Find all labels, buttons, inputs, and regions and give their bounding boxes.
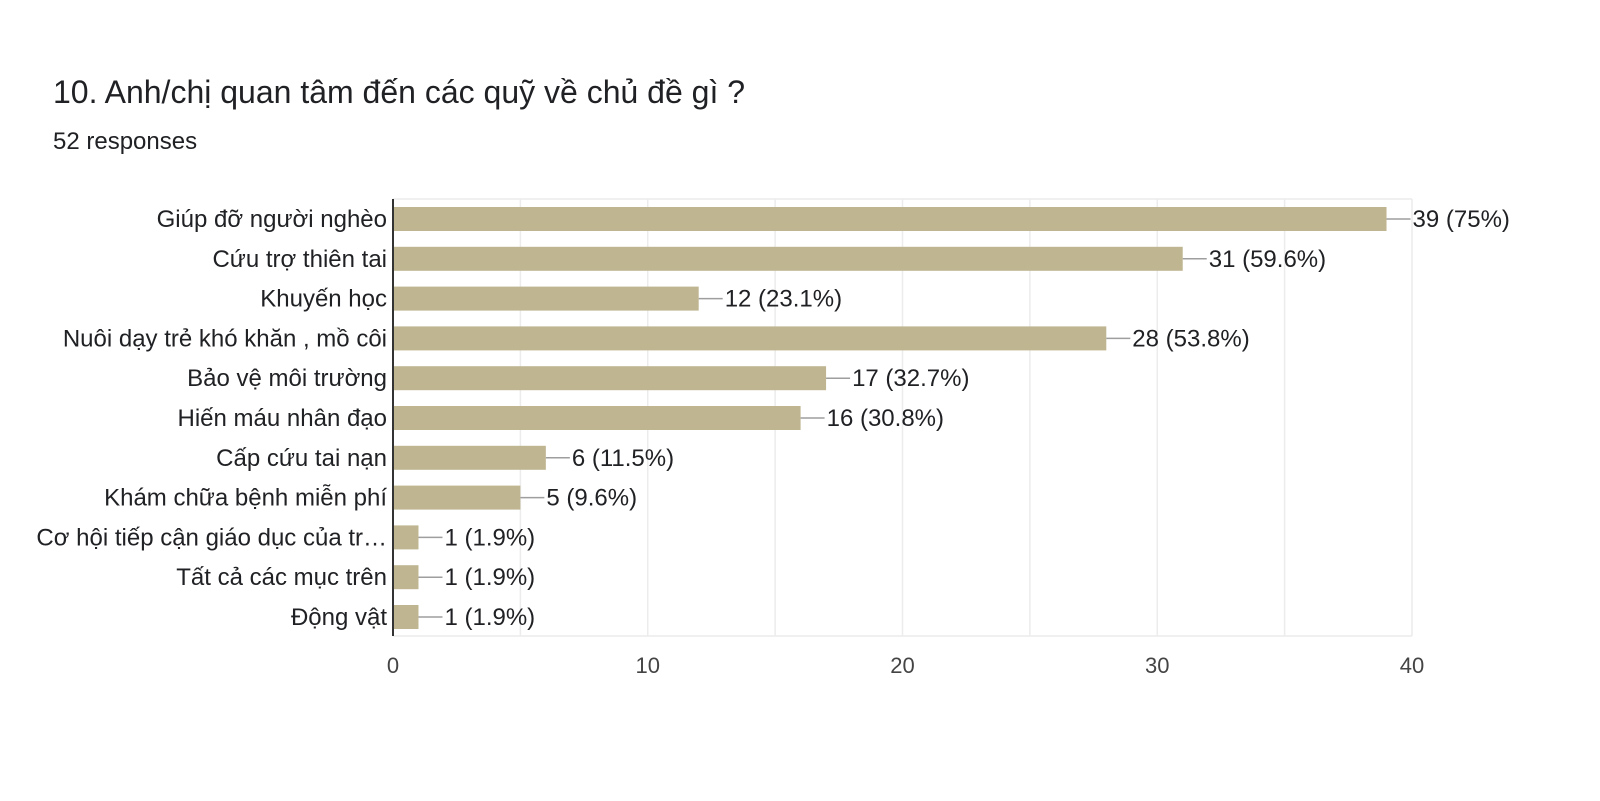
category-label: Khuyến học	[260, 286, 387, 313]
category-label: Bảo vệ môi trường	[187, 365, 387, 392]
bar	[393, 207, 1387, 231]
question-title: 10. Anh/chị quan tâm đến các quỹ về chủ …	[53, 74, 746, 110]
data-label: 5 (9.6%)	[546, 485, 637, 512]
category-label: Khám chữa bệnh miễn phí	[104, 485, 387, 512]
bar	[393, 565, 419, 590]
category-label: Cơ hội tiếp cận giáo dục của tr…	[36, 524, 387, 551]
bar	[393, 525, 419, 550]
labels: 0 10 20 30 40 Giúp đỡ người nghèo 39 (75%) Cứu …	[36, 199, 1510, 678]
data-label: 31 (59.6%)	[1209, 246, 1326, 273]
data-label: 1 (1.9%)	[444, 524, 535, 551]
bar	[393, 366, 827, 391]
x-tick-label: 20	[890, 653, 914, 678]
data-label: 12 (23.1%)	[725, 286, 842, 313]
category-label: Cấp cứu tai nạn	[216, 445, 387, 472]
x-tick-label: 0	[387, 653, 399, 678]
bars	[393, 207, 1387, 629]
category-label: Giúp đỡ người nghèo	[157, 206, 387, 233]
category-label: Tất cả các mục trên	[176, 564, 387, 591]
response-count: 52 responses	[53, 128, 198, 155]
category-label: Cứu trợ thiên tai	[212, 246, 387, 273]
bar	[393, 286, 699, 311]
bar	[393, 246, 1183, 271]
category-label: Nuôi dạy trẻ khó khăn , mồ côi	[63, 325, 387, 352]
bar	[393, 485, 521, 510]
data-label: 39 (75%)	[1413, 206, 1510, 233]
bar	[393, 445, 546, 470]
bar	[393, 406, 801, 430]
gridlines	[393, 198, 1413, 637]
data-label: 17 (32.7%)	[852, 365, 969, 392]
x-tick-label: 40	[1400, 653, 1424, 678]
bar	[393, 605, 419, 629]
x-tick-label: 10	[636, 653, 660, 678]
bar	[393, 326, 1107, 351]
data-label: 6 (11.5%)	[572, 445, 674, 472]
data-label: 28 (53.8%)	[1132, 325, 1249, 352]
data-label: 16 (30.8%)	[827, 405, 944, 432]
category-label: Hiến máu nhân đạo	[178, 405, 387, 432]
data-label: 1 (1.9%)	[444, 564, 535, 591]
category-label: Động vật	[291, 604, 387, 631]
data-label: 1 (1.9%)	[444, 604, 535, 631]
x-tick-label: 30	[1145, 653, 1169, 678]
